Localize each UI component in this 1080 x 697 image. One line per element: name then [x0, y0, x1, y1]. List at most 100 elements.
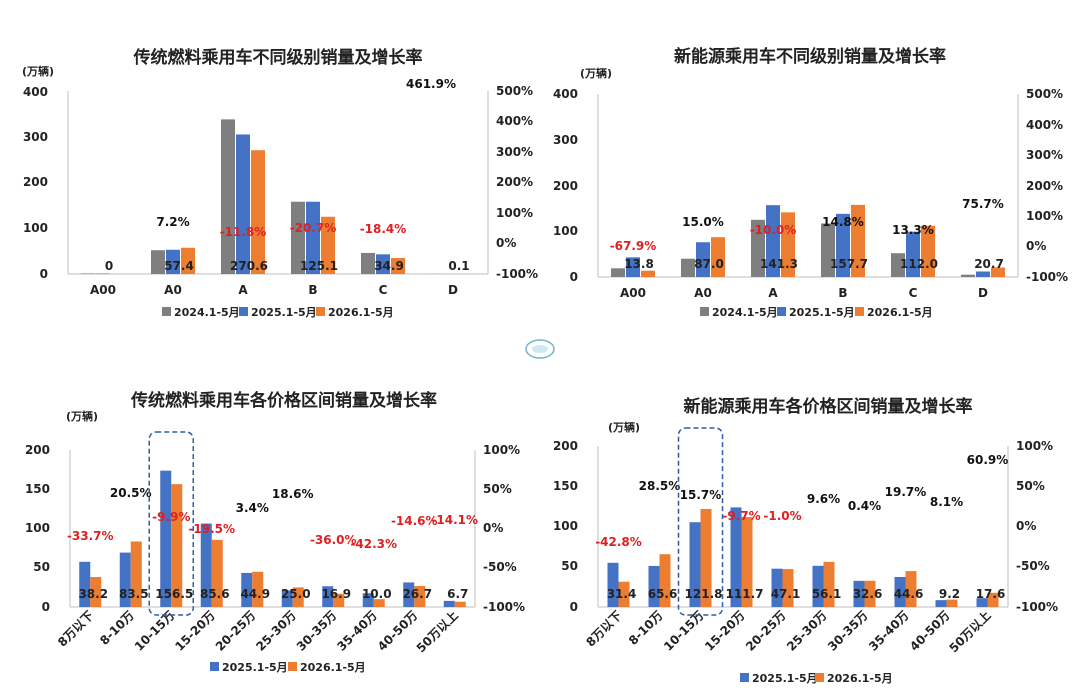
growth-label: -11.8% — [220, 225, 267, 239]
legend-swatch — [316, 307, 325, 316]
bar-2025 — [696, 242, 710, 277]
value-label: 13.8 — [624, 257, 654, 271]
category-label: 40-50万 — [907, 608, 953, 654]
y-tick-label: 200 — [553, 439, 578, 453]
value-label: 26.7 — [402, 587, 432, 601]
legend-label: 2025.1-5月 — [251, 306, 317, 319]
y2-tick-label: 0% — [483, 521, 503, 535]
value-label: 121.8 — [685, 587, 723, 601]
value-label: 34.9 — [374, 259, 404, 273]
value-label: 112.0 — [900, 257, 938, 271]
bar-2025 — [607, 562, 619, 607]
y2-tick-label: 300% — [496, 145, 533, 159]
bar-2026 — [211, 539, 223, 607]
value-label: 25.0 — [281, 587, 311, 601]
chart-1-title: 传统燃料乘用车不同级别销量及增长率 — [133, 47, 423, 68]
bar-2026 — [781, 212, 795, 277]
growth-label: -9.7% — [722, 509, 760, 523]
bar-2024 — [291, 201, 305, 274]
bar-2026 — [181, 247, 195, 274]
value-label: 56.1 — [812, 587, 842, 601]
bar-2026 — [641, 270, 655, 277]
growth-label: 28.5% — [639, 479, 681, 493]
chart-2-plot: 0 100 200 300 400 -100% 0% 100% 200% 300% 400% 500%… — [553, 87, 1068, 319]
legend-swatch — [740, 673, 749, 682]
bar-2025 — [771, 568, 783, 607]
y-tick-label: 100 — [25, 521, 50, 535]
growth-label: 19.7% — [885, 485, 927, 499]
y2-tick-label: -100% — [1026, 270, 1068, 284]
value-label: 47.1 — [771, 587, 801, 601]
y-tick-label: 200 — [553, 179, 578, 193]
bar-2025 — [935, 600, 947, 607]
growth-label: -33.7% — [67, 529, 114, 543]
category-label: 20-25万 — [743, 608, 789, 654]
bar-2026 — [659, 554, 671, 607]
y2-tick-label: -100% — [496, 267, 538, 281]
category-label: 40-50万 — [375, 608, 421, 654]
bar-2025 — [281, 590, 293, 607]
bar-2025 — [976, 271, 990, 277]
bar-2025 — [236, 134, 250, 274]
y2-tick-label: 0% — [496, 236, 516, 250]
bar-2025 — [976, 598, 988, 607]
growth-label: -10.0% — [750, 223, 797, 237]
growth-label: -36.0% — [310, 533, 357, 547]
legend-swatch — [162, 307, 171, 316]
y-tick-label: 200 — [23, 175, 48, 189]
growth-label: 14.8% — [822, 215, 864, 229]
legend-label: 2026.1-5月 — [300, 661, 366, 674]
growth-label: 75.7% — [962, 197, 1004, 211]
chart-1-unit-label: (万辆) — [22, 64, 54, 78]
category-label: C — [909, 286, 918, 300]
bar-2026 — [130, 541, 142, 607]
y2-tick-label: 50% — [1016, 479, 1045, 493]
y-tick-label: 400 — [553, 87, 578, 101]
value-label: 44.9 — [240, 587, 270, 601]
value-label: 10.0 — [362, 587, 392, 601]
bar-2025 — [241, 572, 253, 607]
legend-label: 2026.1-5月 — [867, 306, 933, 319]
bar-2024 — [81, 273, 95, 274]
bar-2024 — [361, 252, 375, 274]
y2-tick-label: -100% — [483, 600, 525, 614]
bar-2025 — [79, 561, 91, 607]
growth-label: 60.9% — [967, 453, 1009, 467]
bar-2025 — [626, 257, 640, 277]
growth-label: -9.9% — [152, 510, 190, 524]
value-label: 270.6 — [230, 259, 268, 273]
growth-label: 0.4% — [848, 499, 881, 513]
bar-2025 — [766, 205, 780, 277]
center-logo-icon — [525, 339, 555, 359]
bar-2025 — [812, 565, 824, 607]
chart-3-title: 传统燃料乘用车各价格区间销量及增长率 — [130, 390, 437, 411]
y2-tick-label: 50% — [483, 482, 512, 496]
bar-2024 — [681, 258, 695, 277]
bar-2026 — [991, 267, 1005, 277]
legend-label: 2025.1-5月 — [752, 672, 818, 685]
y-tick-label: 150 — [553, 479, 578, 493]
growth-label: -42.3% — [350, 537, 397, 551]
legend-label: 2024.1-5月 — [174, 306, 240, 319]
y2-tick-label: 400% — [496, 114, 533, 128]
category-label: D — [978, 286, 988, 300]
y2-tick-label: -50% — [483, 560, 517, 574]
legend-label: 2025.1-5月 — [789, 306, 855, 319]
y2-tick-label: 0% — [1026, 239, 1046, 253]
value-label: 156.5 — [155, 587, 193, 601]
y2-tick-label: 100% — [1016, 439, 1053, 453]
bar-2025 — [648, 565, 660, 607]
chart-3-unit-label: (万辆) — [66, 409, 98, 423]
category-label: A0 — [694, 286, 712, 300]
bar-2026 — [905, 571, 917, 607]
bar-2026 — [987, 592, 999, 607]
y2-tick-label: 400% — [1026, 118, 1063, 132]
bar-2026 — [782, 569, 794, 607]
y-tick-label: 50 — [561, 559, 578, 573]
chart-1: 传统燃料乘用车不同级别销量及增长率 (万辆) — [22, 47, 423, 78]
category-label: 8-10万 — [97, 608, 137, 648]
value-label: 16.9 — [321, 587, 351, 601]
value-label: 20.7 — [974, 257, 1004, 271]
category-label: 35-40万 — [334, 608, 380, 654]
bar-2026 — [321, 216, 335, 274]
